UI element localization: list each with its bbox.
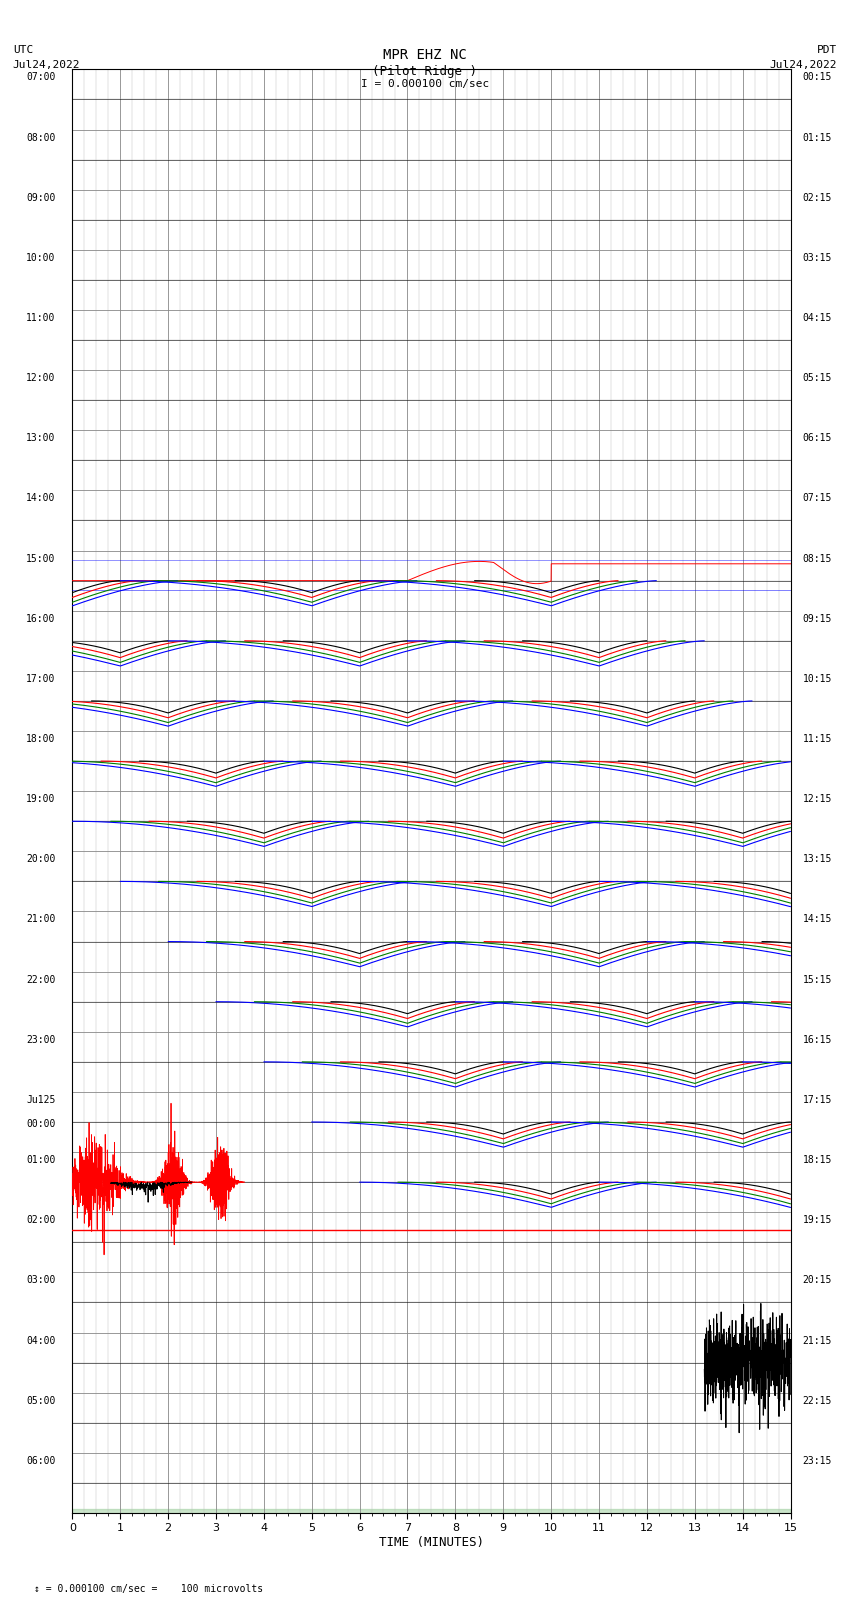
Text: 17:00: 17:00 bbox=[26, 674, 55, 684]
Text: 07:00: 07:00 bbox=[26, 73, 55, 82]
Text: 21:00: 21:00 bbox=[26, 915, 55, 924]
Text: 14:00: 14:00 bbox=[26, 494, 55, 503]
Text: 16:15: 16:15 bbox=[802, 1036, 832, 1045]
Text: 06:15: 06:15 bbox=[802, 434, 832, 444]
Text: 16:00: 16:00 bbox=[26, 613, 55, 624]
Text: 18:15: 18:15 bbox=[802, 1155, 832, 1165]
Text: 10:00: 10:00 bbox=[26, 253, 55, 263]
Text: 05:15: 05:15 bbox=[802, 373, 832, 384]
Text: 11:00: 11:00 bbox=[26, 313, 55, 323]
Text: 21:15: 21:15 bbox=[802, 1336, 832, 1345]
Text: 08:15: 08:15 bbox=[802, 553, 832, 563]
Text: 04:00: 04:00 bbox=[26, 1336, 55, 1345]
Text: 18:00: 18:00 bbox=[26, 734, 55, 744]
Text: 11:15: 11:15 bbox=[802, 734, 832, 744]
Text: 00:00: 00:00 bbox=[26, 1119, 55, 1129]
Text: (Pilot Ridge ): (Pilot Ridge ) bbox=[372, 65, 478, 77]
Text: Jul24,2022: Jul24,2022 bbox=[13, 60, 80, 69]
Text: 15:15: 15:15 bbox=[802, 974, 832, 984]
Text: 01:15: 01:15 bbox=[802, 132, 832, 142]
Text: 03:15: 03:15 bbox=[802, 253, 832, 263]
Text: 08:00: 08:00 bbox=[26, 132, 55, 142]
Text: 15:00: 15:00 bbox=[26, 553, 55, 563]
Text: 12:00: 12:00 bbox=[26, 373, 55, 384]
Text: 23:00: 23:00 bbox=[26, 1036, 55, 1045]
Text: 19:15: 19:15 bbox=[802, 1215, 832, 1226]
Text: 14:15: 14:15 bbox=[802, 915, 832, 924]
Text: 12:15: 12:15 bbox=[802, 794, 832, 805]
Text: 17:15: 17:15 bbox=[802, 1095, 832, 1105]
Text: 01:00: 01:00 bbox=[26, 1155, 55, 1165]
Text: Ju125: Ju125 bbox=[26, 1095, 55, 1105]
Text: 13:15: 13:15 bbox=[802, 855, 832, 865]
Text: 07:15: 07:15 bbox=[802, 494, 832, 503]
Text: 09:15: 09:15 bbox=[802, 613, 832, 624]
Text: 10:15: 10:15 bbox=[802, 674, 832, 684]
Text: 02:00: 02:00 bbox=[26, 1215, 55, 1226]
Text: 05:00: 05:00 bbox=[26, 1395, 55, 1405]
Text: ↕ = 0.000100 cm/sec =    100 microvolts: ↕ = 0.000100 cm/sec = 100 microvolts bbox=[34, 1584, 264, 1594]
Text: 06:00: 06:00 bbox=[26, 1457, 55, 1466]
Bar bbox=[72, 1510, 791, 1515]
Text: UTC: UTC bbox=[13, 45, 33, 55]
Text: PDT: PDT bbox=[817, 45, 837, 55]
Text: 04:15: 04:15 bbox=[802, 313, 832, 323]
Text: 03:00: 03:00 bbox=[26, 1276, 55, 1286]
Text: 13:00: 13:00 bbox=[26, 434, 55, 444]
Text: 20:15: 20:15 bbox=[802, 1276, 832, 1286]
Text: 20:00: 20:00 bbox=[26, 855, 55, 865]
Text: 22:00: 22:00 bbox=[26, 974, 55, 984]
Text: 22:15: 22:15 bbox=[802, 1395, 832, 1405]
Text: MPR EHZ NC: MPR EHZ NC bbox=[383, 48, 467, 63]
X-axis label: TIME (MINUTES): TIME (MINUTES) bbox=[379, 1536, 484, 1548]
Text: Jul24,2022: Jul24,2022 bbox=[770, 60, 837, 69]
Text: I = 0.000100 cm/sec: I = 0.000100 cm/sec bbox=[361, 79, 489, 89]
Text: 19:00: 19:00 bbox=[26, 794, 55, 805]
Text: 09:00: 09:00 bbox=[26, 192, 55, 203]
Text: 02:15: 02:15 bbox=[802, 192, 832, 203]
Text: 23:15: 23:15 bbox=[802, 1457, 832, 1466]
Text: 00:15: 00:15 bbox=[802, 73, 832, 82]
